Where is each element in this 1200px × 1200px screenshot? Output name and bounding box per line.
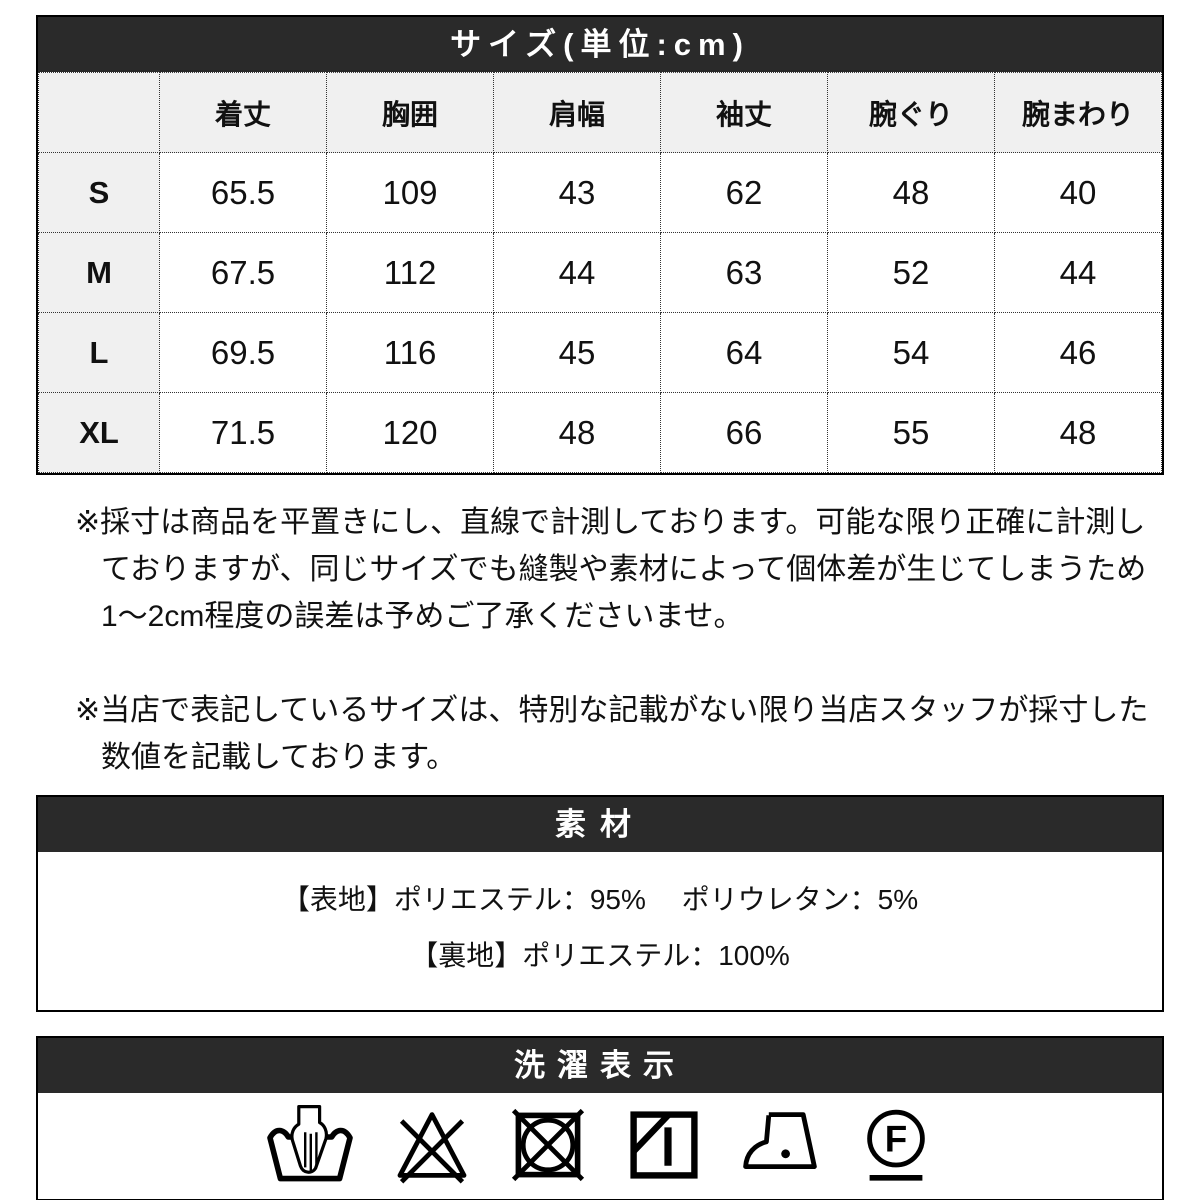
measure-cell: 44 [994,232,1162,313]
measure-cell: 64 [660,312,828,393]
hand-wash-icon [264,1105,356,1185]
measure-cell: 112 [326,232,494,313]
measure-cell: 66 [660,392,828,473]
measure-cell: 55 [827,392,995,473]
column-header: 着丈 [159,72,327,153]
note-measurement-disclaimer: ※採寸は商品を平置きにし、直線で計測しております。可能な限り正確に計測し ており… [75,499,1164,640]
hang-dry-in-shade-icon [624,1105,704,1185]
note-line: ※採寸は商品を平置きにし、直線で計測しております。可能な限り正確に計測し [75,506,1146,539]
measure-cell: 43 [493,152,661,233]
measure-cell: 109 [326,152,494,233]
material-outer-fabric: 【表地】ポリエステル：95% ポリウレタン：5% [281,884,919,915]
column-header: 腕まわり [994,72,1162,153]
column-header: 袖丈 [660,72,828,153]
measure-cell: 67.5 [159,232,327,313]
measure-cell: 45 [493,312,661,393]
notes: ※採寸は商品を平置きにし、直線で計測しております。可能な限り正確に計測し ており… [36,499,1164,781]
dry-clean-petroleum-gentle-icon: F [856,1105,936,1185]
measure-cell: 40 [994,152,1162,233]
measure-cell: 116 [326,312,494,393]
do-not-bleach-icon [392,1105,472,1185]
laundry-section: 洗濯表示 [36,1036,1164,1200]
note-line: 1〜2cm程度の誤差は予めご了承くださいませ。 [101,600,744,633]
size-table: 着丈 胸囲 肩幅 袖丈 腕ぐり 腕まわり S 65.5 109 43 62 48… [38,72,1162,473]
note-staff-measured: ※当店で表記しているサイズは、特別な記載がない限り当店スタッフが採寸した 数値を… [75,687,1164,781]
measure-cell: 69.5 [159,312,327,393]
note-line: ておりますが、同じサイズでも縫製や素材によって個体差が生じてしまうため [101,553,1147,586]
measure-cell: 71.5 [159,392,327,473]
table-row: XL 71.5 120 48 66 55 48 [38,392,1162,473]
laundry-title: 洗濯表示 [38,1038,1162,1093]
material-body: 【表地】ポリエステル：95% ポリウレタン：5% 【裏地】ポリエステル：100% [38,852,1162,1010]
svg-text:F: F [885,1118,907,1159]
measure-cell: 46 [994,312,1162,393]
measure-cell: 65.5 [159,152,327,233]
measure-cell: 120 [326,392,494,473]
column-header: 胸囲 [326,72,494,153]
material-lining: 【裏地】ポリエステル：100% [410,940,790,971]
table-header-row: 着丈 胸囲 肩幅 袖丈 腕ぐり 腕まわり [38,72,1162,153]
table-row: M 67.5 112 44 63 52 44 [38,232,1162,313]
note-line: ※当店で表記しているサイズは、特別な記載がない限り当店スタッフが採寸した [75,694,1149,727]
size-label: S [38,152,160,233]
measure-cell: 44 [493,232,661,313]
measure-cell: 54 [827,312,995,393]
measure-cell: 63 [660,232,828,313]
measure-cell: 48 [827,152,995,233]
iron-low-temperature-icon [740,1105,820,1185]
size-table-section: サイズ(単位:cm) 着丈 胸囲 肩幅 袖丈 腕ぐり 腕まわり S 65.5 1… [36,15,1164,475]
size-label: XL [38,392,160,473]
corner-cell [38,72,160,153]
size-label: L [38,312,160,393]
material-section: 素材 【表地】ポリエステル：95% ポリウレタン：5% 【裏地】ポリエステル：1… [36,795,1164,1012]
column-header: 肩幅 [493,72,661,153]
note-line: 数値を記載しております。 [101,741,457,774]
measure-cell: 48 [994,392,1162,473]
table-row: L 69.5 116 45 64 54 46 [38,312,1162,393]
size-label: M [38,232,160,313]
size-table-title: サイズ(単位:cm) [38,17,1162,72]
material-title: 素材 [38,797,1162,852]
laundry-icons-row: F [38,1093,1162,1199]
do-not-tumble-dry-icon [508,1105,588,1185]
measure-cell: 62 [660,152,828,233]
measure-cell: 48 [493,392,661,473]
measure-cell: 52 [827,232,995,313]
column-header: 腕ぐり [827,72,995,153]
table-row: S 65.5 109 43 62 48 40 [38,152,1162,233]
